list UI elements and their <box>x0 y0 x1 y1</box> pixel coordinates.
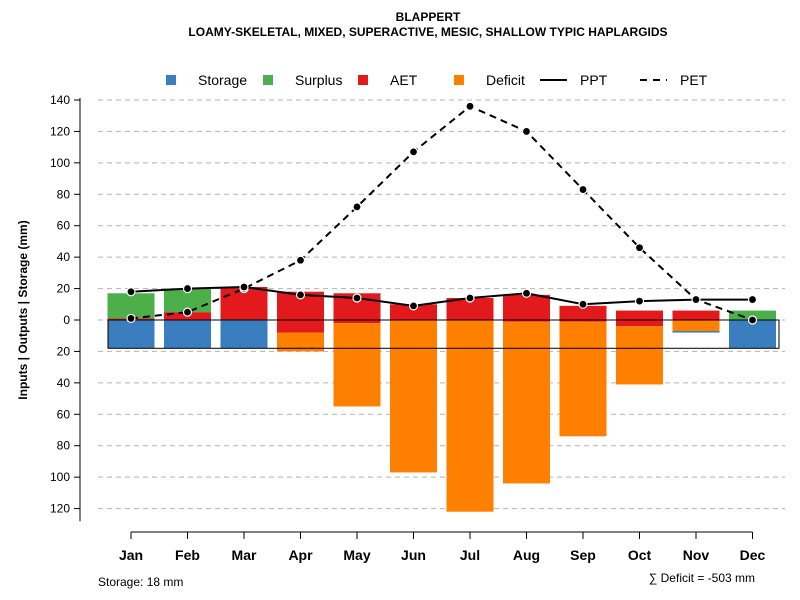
pet-point <box>182 307 193 317</box>
y-tick-label: 40 <box>57 376 71 390</box>
deficit-total: ∑ Deficit = -503 mm <box>649 571 755 585</box>
ppt-point <box>295 290 306 300</box>
pet-point <box>634 243 645 253</box>
x-tick-label: Jun <box>401 547 426 563</box>
chart-subtitle: LOAMY-SKELETAL, MIXED, SUPERACTIVE, MESI… <box>188 25 667 39</box>
x-tick-label: Dec <box>740 547 766 563</box>
chart-title: BLAPPERT <box>396 10 461 24</box>
aet-bar <box>390 304 437 320</box>
ppt-point <box>239 282 249 292</box>
legend-label-deficit: Deficit <box>486 72 525 88</box>
ppt-point <box>182 283 193 294</box>
y-tick-label: 140 <box>50 93 70 107</box>
deficit-bar <box>503 321 550 484</box>
aet-bar <box>616 310 663 320</box>
surplus-bar <box>729 310 776 320</box>
storage-bar <box>107 320 155 349</box>
y-tick-label: 60 <box>57 407 71 421</box>
aet-bar <box>446 298 494 320</box>
ppt-point <box>747 294 758 305</box>
y-tick-label: 100 <box>50 470 70 484</box>
storage-bar <box>164 320 211 349</box>
legend-label-aet: AET <box>390 72 418 88</box>
x-tick-label: Nov <box>683 547 710 563</box>
legend-swatch-storage <box>166 75 176 85</box>
x-tick-label: Oct <box>628 547 652 563</box>
aet-bar-negative <box>559 320 607 322</box>
ppt-point <box>578 299 588 309</box>
deficit-bar <box>672 320 720 331</box>
aet-bar-negative <box>503 320 550 322</box>
pet-point <box>578 184 588 195</box>
lines <box>107 101 780 349</box>
pet-point <box>521 126 532 137</box>
y-tick-label: 40 <box>57 250 71 264</box>
y-tick-label: 80 <box>57 439 71 453</box>
surplus-bar <box>164 288 211 313</box>
deficit-bar <box>277 332 324 352</box>
storage-bar <box>729 320 776 349</box>
x-tick-label: Jan <box>119 547 143 563</box>
ppt-point <box>691 294 701 305</box>
legend-label-pet: PET <box>680 72 708 88</box>
y-tick-label: 0 <box>63 313 70 327</box>
pet-point <box>126 313 136 324</box>
x-tick-label: Apr <box>288 547 313 563</box>
x-tick-label: Jul <box>460 547 480 563</box>
y-tick-label: 120 <box>50 124 70 138</box>
deficit-bar <box>616 326 663 385</box>
ppt-point <box>634 296 645 306</box>
ppt-point <box>352 293 362 303</box>
y-tick-label: 100 <box>50 156 70 170</box>
legend-swatch-deficit <box>454 75 464 85</box>
legend-label-ppt: PPT <box>580 72 608 88</box>
ppt-point <box>521 288 532 298</box>
pet-point <box>465 101 475 111</box>
aet-bar-negative <box>277 320 324 333</box>
legend-label-storage: Storage <box>198 72 247 88</box>
storage-bar <box>220 320 268 349</box>
legend-swatch-surplus <box>263 75 273 85</box>
pet-point <box>747 315 758 325</box>
aet-bar <box>503 294 550 320</box>
bars <box>107 287 776 512</box>
deficit-bar <box>333 323 381 407</box>
storage-footnote: Storage: 18 mm <box>98 575 183 589</box>
x-tick-label: Mar <box>232 547 257 563</box>
pet-line <box>130 105 753 321</box>
pet-point <box>295 255 306 265</box>
aet-bar <box>672 310 720 320</box>
x-tick-label: Feb <box>175 547 200 563</box>
ppt-point <box>465 293 475 303</box>
y-tick-label: 60 <box>57 219 71 233</box>
x-tick-label: May <box>343 547 370 563</box>
deficit-bar <box>446 320 494 512</box>
ppt-point <box>408 301 419 311</box>
y-tick-label: 80 <box>57 187 71 201</box>
y-axis-label: Inputs | Outputs | Storage (mm) <box>16 220 30 399</box>
y-tick-label: 20 <box>57 344 71 358</box>
deficit-bar <box>390 320 437 473</box>
aet-bar-negative <box>333 320 381 324</box>
legend-swatch-aet <box>358 75 368 85</box>
axes: 140 120 100 80 60 40 20 0 20 40 60 80 100 120 Jan Feb Ma… <box>50 93 766 563</box>
x-tick-label: Sep <box>570 547 596 563</box>
aet-bar-negative <box>616 320 663 327</box>
deficit-bar <box>559 321 607 437</box>
y-tick-label: 120 <box>50 502 70 516</box>
ppt-point <box>126 287 136 297</box>
aet-bar <box>559 305 607 320</box>
pet-point <box>408 147 419 157</box>
legend: Storage Surplus AET Deficit PPT PET <box>166 72 708 88</box>
y-tick-label: 20 <box>57 282 71 296</box>
x-tick-label: Aug <box>513 547 540 563</box>
ppt-line <box>130 285 753 307</box>
legend-label-surplus: Surplus <box>295 72 342 88</box>
pet-point <box>352 202 362 212</box>
